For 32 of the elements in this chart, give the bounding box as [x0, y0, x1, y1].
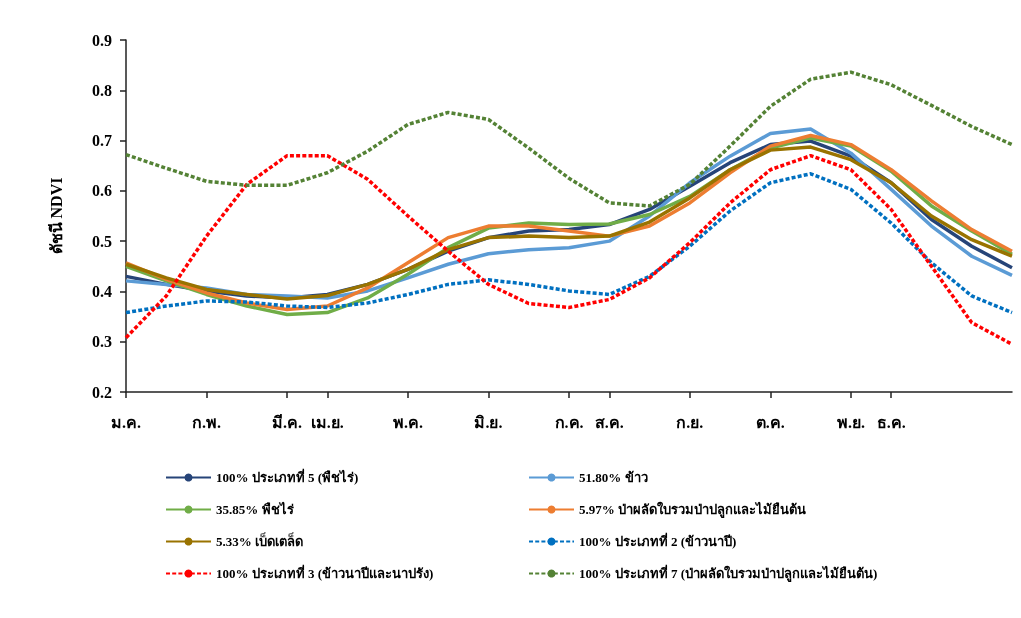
- line-series: [124, 153, 1014, 346]
- x-tick-label: ม.ค.: [111, 413, 141, 431]
- x-tick-label: พ.ย.: [836, 413, 865, 431]
- y-tick-label: 0.3: [92, 333, 112, 351]
- x-tick-label: มี.ค.: [272, 412, 303, 431]
- line-series: [124, 172, 1014, 315]
- y-tick-label: 0.7: [92, 132, 112, 150]
- y-tick-label: 0.9: [92, 31, 112, 49]
- legend-label: 35.85% พืชไร่: [216, 501, 294, 517]
- x-tick-label: เม.ย.: [310, 413, 344, 431]
- y-tick-label: 0.8: [92, 81, 112, 99]
- x-tick-label: ก.ย.: [676, 413, 704, 431]
- x-tick-label: ธ.ค.: [876, 413, 906, 431]
- legend-label: 100% ประเภทที่ 7 (ป่าผลัดใบรวมป่าปลูกและไม้ยืนต้น): [579, 564, 878, 582]
- y-tick-label: 0.6: [92, 182, 112, 200]
- legend-label: 100% ประเภทที่ 2 (ข้าวนาปี): [579, 532, 737, 549]
- legend-label: 51.80% ข้าว: [579, 470, 648, 485]
- legend-label: 100% ประเภทที่ 3 (ข้าวนาปีและนาปรัง): [216, 564, 434, 581]
- y-axis-title: ดัชนี NDVI: [46, 177, 65, 255]
- x-tick-label: ก.ค.: [554, 413, 584, 431]
- x-tick-label: พ.ค.: [392, 413, 423, 431]
- legend-label: 5.33% เบ็ดเตล็ด: [216, 532, 303, 549]
- legend-label: 5.97% ป่าผลัดใบรวมป่าปลูกและไม้ยืนต้น: [579, 501, 806, 518]
- x-tick-label: ก.พ.: [192, 413, 222, 431]
- legend-label: 100% ประเภทที่ 5 (พืชไร่): [216, 468, 359, 485]
- x-tick-label: ต.ค.: [755, 413, 785, 431]
- y-tick-label: 0.4: [92, 282, 112, 300]
- x-tick-label: มิ.ย.: [474, 413, 503, 431]
- x-tick-label: ส.ค.: [594, 413, 624, 431]
- y-tick-label: 0.2: [92, 383, 112, 401]
- line-series: [124, 70, 1014, 208]
- y-tick-label: 0.5: [92, 232, 112, 250]
